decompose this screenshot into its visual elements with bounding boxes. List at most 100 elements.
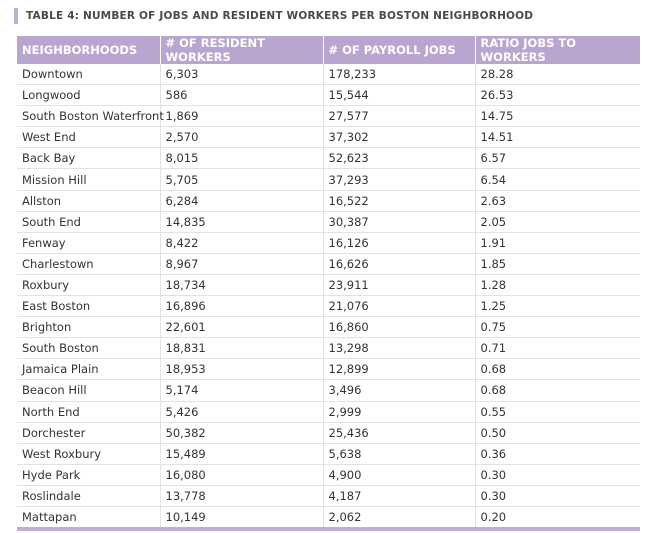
- table-row: Longwood 586 15,544 26.53: [17, 84, 640, 107]
- table-cell: 22,601: [160, 316, 324, 339]
- table-row: East Boston 16,896 21,076 1.25: [17, 295, 640, 318]
- table-cell: 14,835: [160, 211, 324, 233]
- table-row: Roslindale 13,778 4,187 0.30: [17, 485, 640, 507]
- column-header: # OF RESIDENT WORKERS: [160, 36, 324, 64]
- table-cell: 26.53: [475, 84, 640, 107]
- table-cell: 6.57: [475, 147, 640, 170]
- table-cell: 25,436: [323, 422, 476, 444]
- table-cell: 27,577: [323, 105, 476, 128]
- table-row: North End 5,426 2,999 0.55: [17, 401, 640, 423]
- column-header: # OF PAYROLL JOBS: [323, 36, 476, 64]
- table-cell: Roxbury: [17, 274, 161, 297]
- table-cell: 0.20: [475, 506, 640, 532]
- table-cell: Charlestown: [17, 253, 161, 275]
- table-cell: Mission Hill: [17, 168, 161, 191]
- data-table: NEIGHBORHOODS # OF RESIDENT WORKERS # OF P…: [17, 36, 640, 532]
- table-cell: 30,387: [323, 211, 476, 233]
- table-cell: 16,522: [323, 190, 476, 212]
- table-row: Downtown 6,303 178,233 28.28: [17, 64, 640, 86]
- table-cell: 18,831: [160, 337, 324, 360]
- table-cell: 14.75: [475, 105, 640, 128]
- table-row: South End 14,835 30,387 2.05: [17, 211, 640, 233]
- table-cell: 0.71: [475, 337, 640, 360]
- table-cell: 8,015: [160, 147, 324, 170]
- table-cell: 0.30: [475, 464, 640, 486]
- table-row: Charlestown 8,967 16,626 1.85: [17, 253, 640, 275]
- table-cell: 16,860: [323, 316, 476, 339]
- table-cell: 2.63: [475, 190, 640, 212]
- table-cell: 0.55: [475, 401, 640, 423]
- table-cell: 10,149: [160, 506, 324, 532]
- column-header: RATIO JOBS TO WORKERS: [475, 36, 640, 64]
- table-cell: Jamaica Plain: [17, 358, 161, 381]
- table-row: South Boston 18,831 13,298 0.71: [17, 337, 640, 360]
- table-cell: East Boston: [17, 295, 161, 318]
- table-cell: 3,496: [323, 379, 476, 402]
- table-cell: 0.75: [475, 316, 640, 339]
- table-row: Roxbury 18,734 23,911 1.28: [17, 274, 640, 297]
- table-cell: 15,489: [160, 443, 324, 465]
- table-cell: 23,911: [323, 274, 476, 297]
- table-title: TABLE 4: NUMBER OF JOBS AND RESIDENT WOR…: [14, 8, 533, 24]
- table-cell: 37,302: [323, 126, 476, 149]
- table-cell: 4,900: [323, 464, 476, 486]
- table-cell: 1.25: [475, 295, 640, 318]
- table-cell: 5,638: [323, 443, 476, 465]
- table-cell: 2,062: [323, 506, 476, 532]
- table-cell: Hyde Park: [17, 464, 161, 486]
- table-cell: 13,778: [160, 485, 324, 507]
- table-cell: 1,869: [160, 105, 324, 128]
- table-body: Downtown 6,303 178,233 28.28 Longwood 586 15,5…: [17, 64, 640, 532]
- table-cell: Dorchester: [17, 422, 161, 444]
- table-cell: 14.51: [475, 126, 640, 149]
- table-cell: 586: [160, 84, 324, 107]
- table-cell: South Boston Waterfront: [17, 105, 164, 128]
- table-cell: 0.30: [475, 485, 640, 507]
- table-cell: South End: [17, 211, 161, 233]
- table-cell: 8,967: [160, 253, 324, 275]
- table-cell: 1.91: [475, 232, 640, 254]
- table-cell: 52,623: [323, 147, 476, 170]
- table-cell: Brighton: [17, 316, 161, 339]
- table-row: Mattapan 10,149 2,062 0.20: [17, 506, 640, 532]
- table-cell: 18,953: [160, 358, 324, 381]
- table-row: Hyde Park 16,080 4,900 0.30: [17, 464, 640, 486]
- column-header: NEIGHBORHOODS: [17, 36, 161, 64]
- table-cell: South Boston: [17, 337, 161, 360]
- table-cell: 0.68: [475, 379, 640, 402]
- table-cell: Longwood: [17, 84, 161, 107]
- table-cell: Beacon Hill: [17, 379, 161, 402]
- table-cell: 16,080: [160, 464, 324, 486]
- table-cell: North End: [17, 401, 161, 423]
- table-cell: 37,293: [323, 168, 476, 191]
- table-cell: 2,999: [323, 401, 476, 423]
- table-cell: 15,544: [323, 84, 476, 107]
- table-cell: 6,303: [160, 64, 324, 86]
- table-cell: 21,076: [323, 295, 476, 318]
- table-cell: West End: [17, 126, 161, 149]
- table-cell: 8,422: [160, 232, 324, 254]
- table-row: West End 2,570 37,302 14.51: [17, 126, 640, 149]
- table-cell: 0.68: [475, 358, 640, 381]
- table-cell: 5,426: [160, 401, 324, 423]
- table-row: West Roxbury 15,489 5,638 0.36: [17, 443, 640, 465]
- table-cell: West Roxbury: [17, 443, 161, 465]
- header-row: NEIGHBORHOODS # OF RESIDENT WORKERS # OF P…: [17, 36, 640, 64]
- table-cell: 18,734: [160, 274, 324, 297]
- table-cell: 12,899: [323, 358, 476, 381]
- table-cell: 5,705: [160, 168, 324, 191]
- table-cell: 1.85: [475, 253, 640, 275]
- table-cell: 0.36: [475, 443, 640, 465]
- table-cell: 6,284: [160, 190, 324, 212]
- table-row: Allston 6,284 16,522 2.63: [17, 190, 640, 212]
- table-row: Mission Hill 5,705 37,293 6.54: [17, 168, 640, 191]
- table-cell: 16,626: [323, 253, 476, 275]
- table-cell: 5,174: [160, 379, 324, 402]
- table-cell: 16,126: [323, 232, 476, 254]
- table-row: Jamaica Plain 18,953 12,899 0.68: [17, 358, 640, 381]
- table-row: Brighton 22,601 16,860 0.75: [17, 316, 640, 339]
- table-cell: 50,382: [160, 422, 324, 444]
- table-cell: 16,896: [160, 295, 324, 318]
- table-cell: 2,570: [160, 126, 324, 149]
- table-cell: 0.50: [475, 422, 640, 444]
